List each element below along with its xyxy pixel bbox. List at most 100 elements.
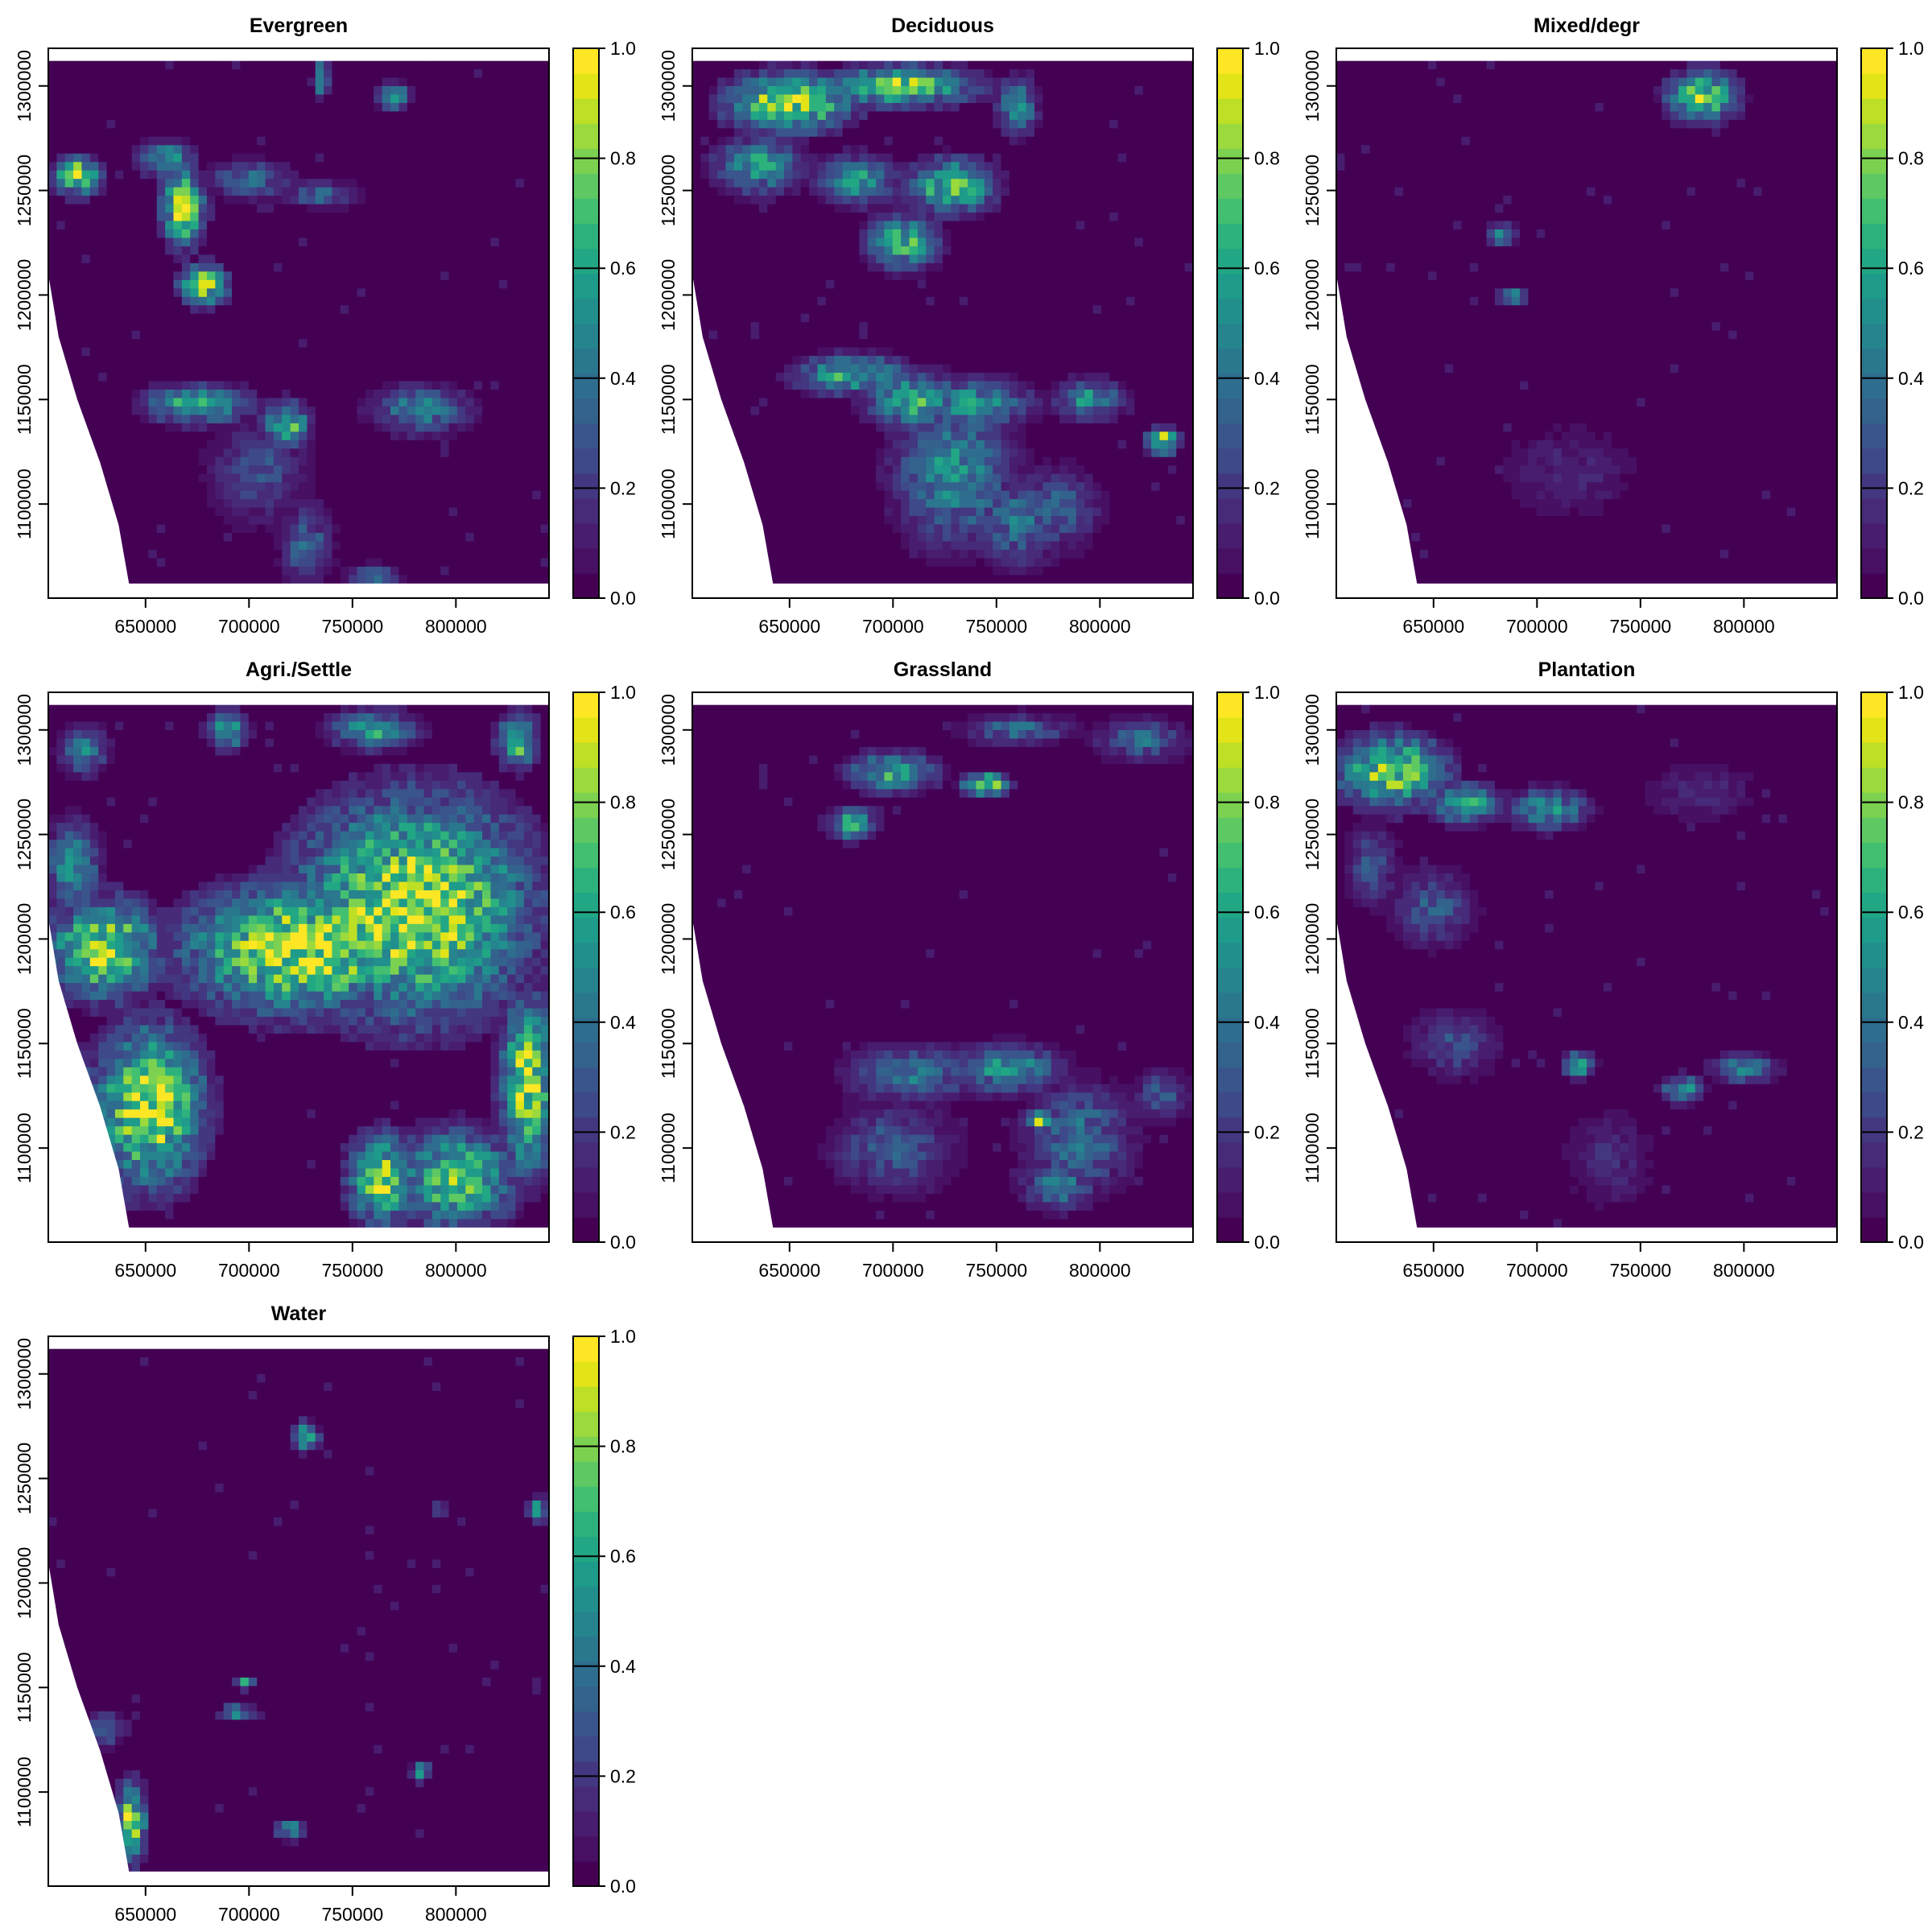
- raster-cell: [374, 221, 383, 230]
- raster-cell: [456, 213, 466, 222]
- raster-cell: [299, 431, 308, 441]
- raster-cell: [240, 102, 250, 113]
- raster-cell: [784, 213, 793, 222]
- raster-cell: [382, 111, 391, 121]
- raster-cell: [89, 111, 99, 121]
- raster-cell: [98, 339, 108, 349]
- raster-cell: [48, 229, 57, 239]
- raster-cell: [64, 102, 74, 113]
- raster-cell: [332, 322, 341, 332]
- raster-cell: [64, 339, 74, 349]
- raster-cell: [324, 423, 333, 432]
- raster-cell: [431, 229, 441, 239]
- raster-cell: [892, 136, 902, 146]
- raster-cell: [490, 364, 500, 374]
- raster-cell: [257, 170, 266, 180]
- raster-cell: [240, 406, 250, 415]
- raster-cell: [190, 246, 200, 256]
- raster-cell: [431, 288, 441, 298]
- raster-cell: [215, 94, 225, 104]
- raster-cell: [817, 221, 827, 230]
- raster-cell: [148, 136, 158, 146]
- raster-cell: [282, 516, 291, 526]
- raster-cell: [248, 473, 258, 483]
- raster-cell: [265, 296, 275, 306]
- raster-cell: [473, 111, 483, 121]
- raster-cell: [265, 187, 275, 196]
- raster-cell: [825, 94, 835, 104]
- raster-cell: [190, 271, 200, 281]
- raster-cell: [349, 162, 358, 171]
- raster-cell: [290, 60, 299, 70]
- raster-cell: [248, 482, 258, 492]
- raster-cell: [123, 111, 133, 121]
- raster-cell: [968, 60, 977, 70]
- raster-cell: [114, 279, 124, 289]
- raster-cell: [198, 322, 208, 332]
- raster-cell: [265, 448, 275, 458]
- raster-cell: [248, 145, 258, 155]
- raster-cell: [273, 482, 283, 492]
- raster-cell: [215, 279, 225, 289]
- raster-cell: [198, 271, 208, 281]
- raster-cell: [1159, 111, 1169, 121]
- raster-cell: [165, 541, 175, 551]
- raster-cell: [993, 221, 1002, 230]
- raster-cell: [257, 389, 266, 399]
- raster-cell: [64, 271, 74, 281]
- raster-cell: [123, 482, 133, 492]
- raster-cell: [48, 145, 57, 155]
- raster-cell: [859, 119, 869, 129]
- raster-cell: [1184, 162, 1193, 171]
- raster-cell: [440, 566, 450, 576]
- raster-cell: [1042, 94, 1052, 104]
- raster-cell: [114, 305, 124, 315]
- raster-cell: [1126, 69, 1136, 79]
- raster-cell: [448, 86, 458, 96]
- raster-cell: [232, 381, 242, 390]
- raster-cell: [265, 170, 275, 180]
- raster-cell: [114, 373, 124, 382]
- raster-cell: [56, 69, 66, 79]
- raster-cell: [390, 381, 399, 390]
- raster-cell: [959, 136, 968, 146]
- raster-cell: [382, 313, 391, 323]
- raster-cell: [357, 145, 366, 155]
- raster-cell: [215, 524, 225, 534]
- raster-cell: [1167, 69, 1177, 79]
- raster-cell: [265, 575, 275, 584]
- raster-cell: [357, 77, 366, 87]
- raster-cell: [1167, 86, 1177, 96]
- raster-cell: [131, 119, 141, 129]
- raster-cell: [156, 490, 166, 500]
- raster-cell: [1134, 145, 1144, 155]
- raster-cell: [48, 170, 57, 180]
- raster-cell: [523, 102, 533, 113]
- raster-cell: [190, 524, 200, 534]
- raster-cell: [407, 145, 416, 155]
- raster-cell: [156, 558, 166, 568]
- raster-cell: [140, 229, 149, 239]
- raster-cell: [315, 456, 324, 466]
- raster-cell: [89, 288, 99, 298]
- raster-cell: [540, 339, 549, 349]
- raster-cell: [834, 86, 844, 96]
- raster-cell: [123, 398, 133, 407]
- raster-cell: [456, 330, 466, 340]
- raster-cell: [340, 102, 349, 113]
- raster-cell: [173, 456, 183, 466]
- raster-cell: [173, 204, 183, 213]
- raster-cell: [282, 373, 291, 382]
- raster-cell: [81, 279, 91, 289]
- raster-cell: [431, 339, 441, 349]
- raster-cell: [365, 330, 374, 340]
- raster-cell: [48, 187, 57, 196]
- raster-cell: [282, 473, 291, 483]
- raster-cell: [48, 490, 57, 500]
- raster-cell: [1159, 86, 1169, 96]
- raster-cell: [307, 558, 316, 568]
- raster-cell: [56, 213, 66, 222]
- raster-cell: [523, 128, 533, 138]
- raster-cell: [357, 558, 366, 568]
- raster-cell: [206, 448, 216, 458]
